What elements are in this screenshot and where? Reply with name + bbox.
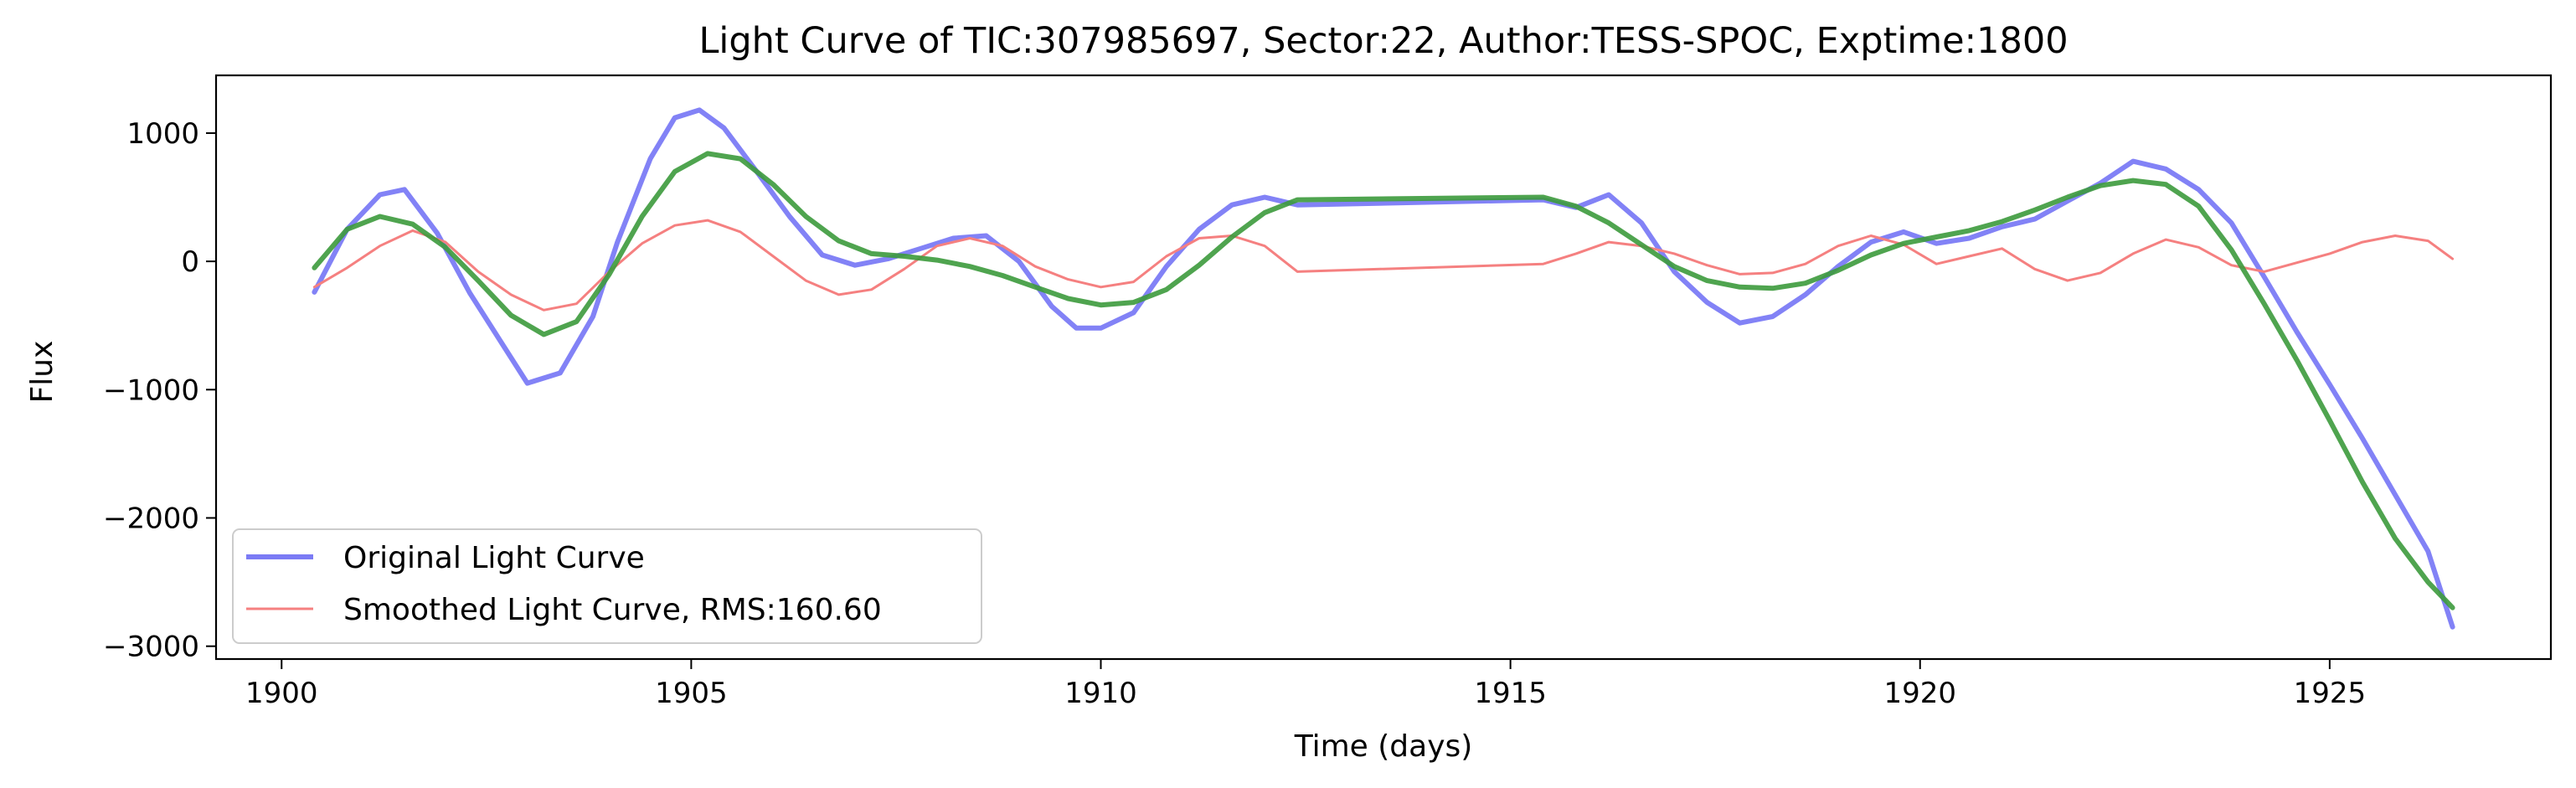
legend-label-original: Original Light Curve bbox=[343, 541, 645, 575]
y-tick-label: 0 bbox=[181, 245, 199, 279]
x-tick-label: 1910 bbox=[1064, 677, 1137, 710]
y-tick-label: 1000 bbox=[126, 117, 199, 151]
legend-box bbox=[232, 528, 982, 644]
x-tick-label: 1920 bbox=[1883, 677, 1956, 710]
legend-label-smoothed: Smoothed Light Curve, RMS:160.60 bbox=[343, 593, 882, 627]
x-tick-label: 1925 bbox=[2294, 677, 2367, 710]
x-axis-title: Time (days) bbox=[1294, 729, 1473, 764]
series-fit-curve bbox=[312, 151, 2455, 610]
y-tick-label: −1000 bbox=[103, 373, 199, 407]
y-tick-label: −3000 bbox=[103, 631, 199, 664]
plot-frame bbox=[214, 74, 2553, 661]
x-axis: 1900 1905 1910 1915 1920 1925 bbox=[245, 659, 2366, 710]
x-tick-label: 1900 bbox=[245, 677, 318, 710]
legend: Original Light Curve Smoothed Light Curv… bbox=[232, 528, 982, 644]
y-axis: 1000 0 −1000 −2000 −3000 bbox=[103, 117, 216, 664]
x-tick-label: 1905 bbox=[655, 677, 728, 710]
chart-title: Light Curve of TIC:307985697, Sector:22,… bbox=[698, 20, 2068, 62]
series-smoothed-light-curve bbox=[312, 219, 2455, 312]
series-layer bbox=[312, 107, 2455, 630]
series-original-light-curve bbox=[312, 107, 2455, 630]
y-axis-title: Flux bbox=[25, 341, 59, 404]
x-tick-label: 1915 bbox=[1474, 677, 1547, 710]
y-tick-label: −2000 bbox=[103, 502, 199, 535]
